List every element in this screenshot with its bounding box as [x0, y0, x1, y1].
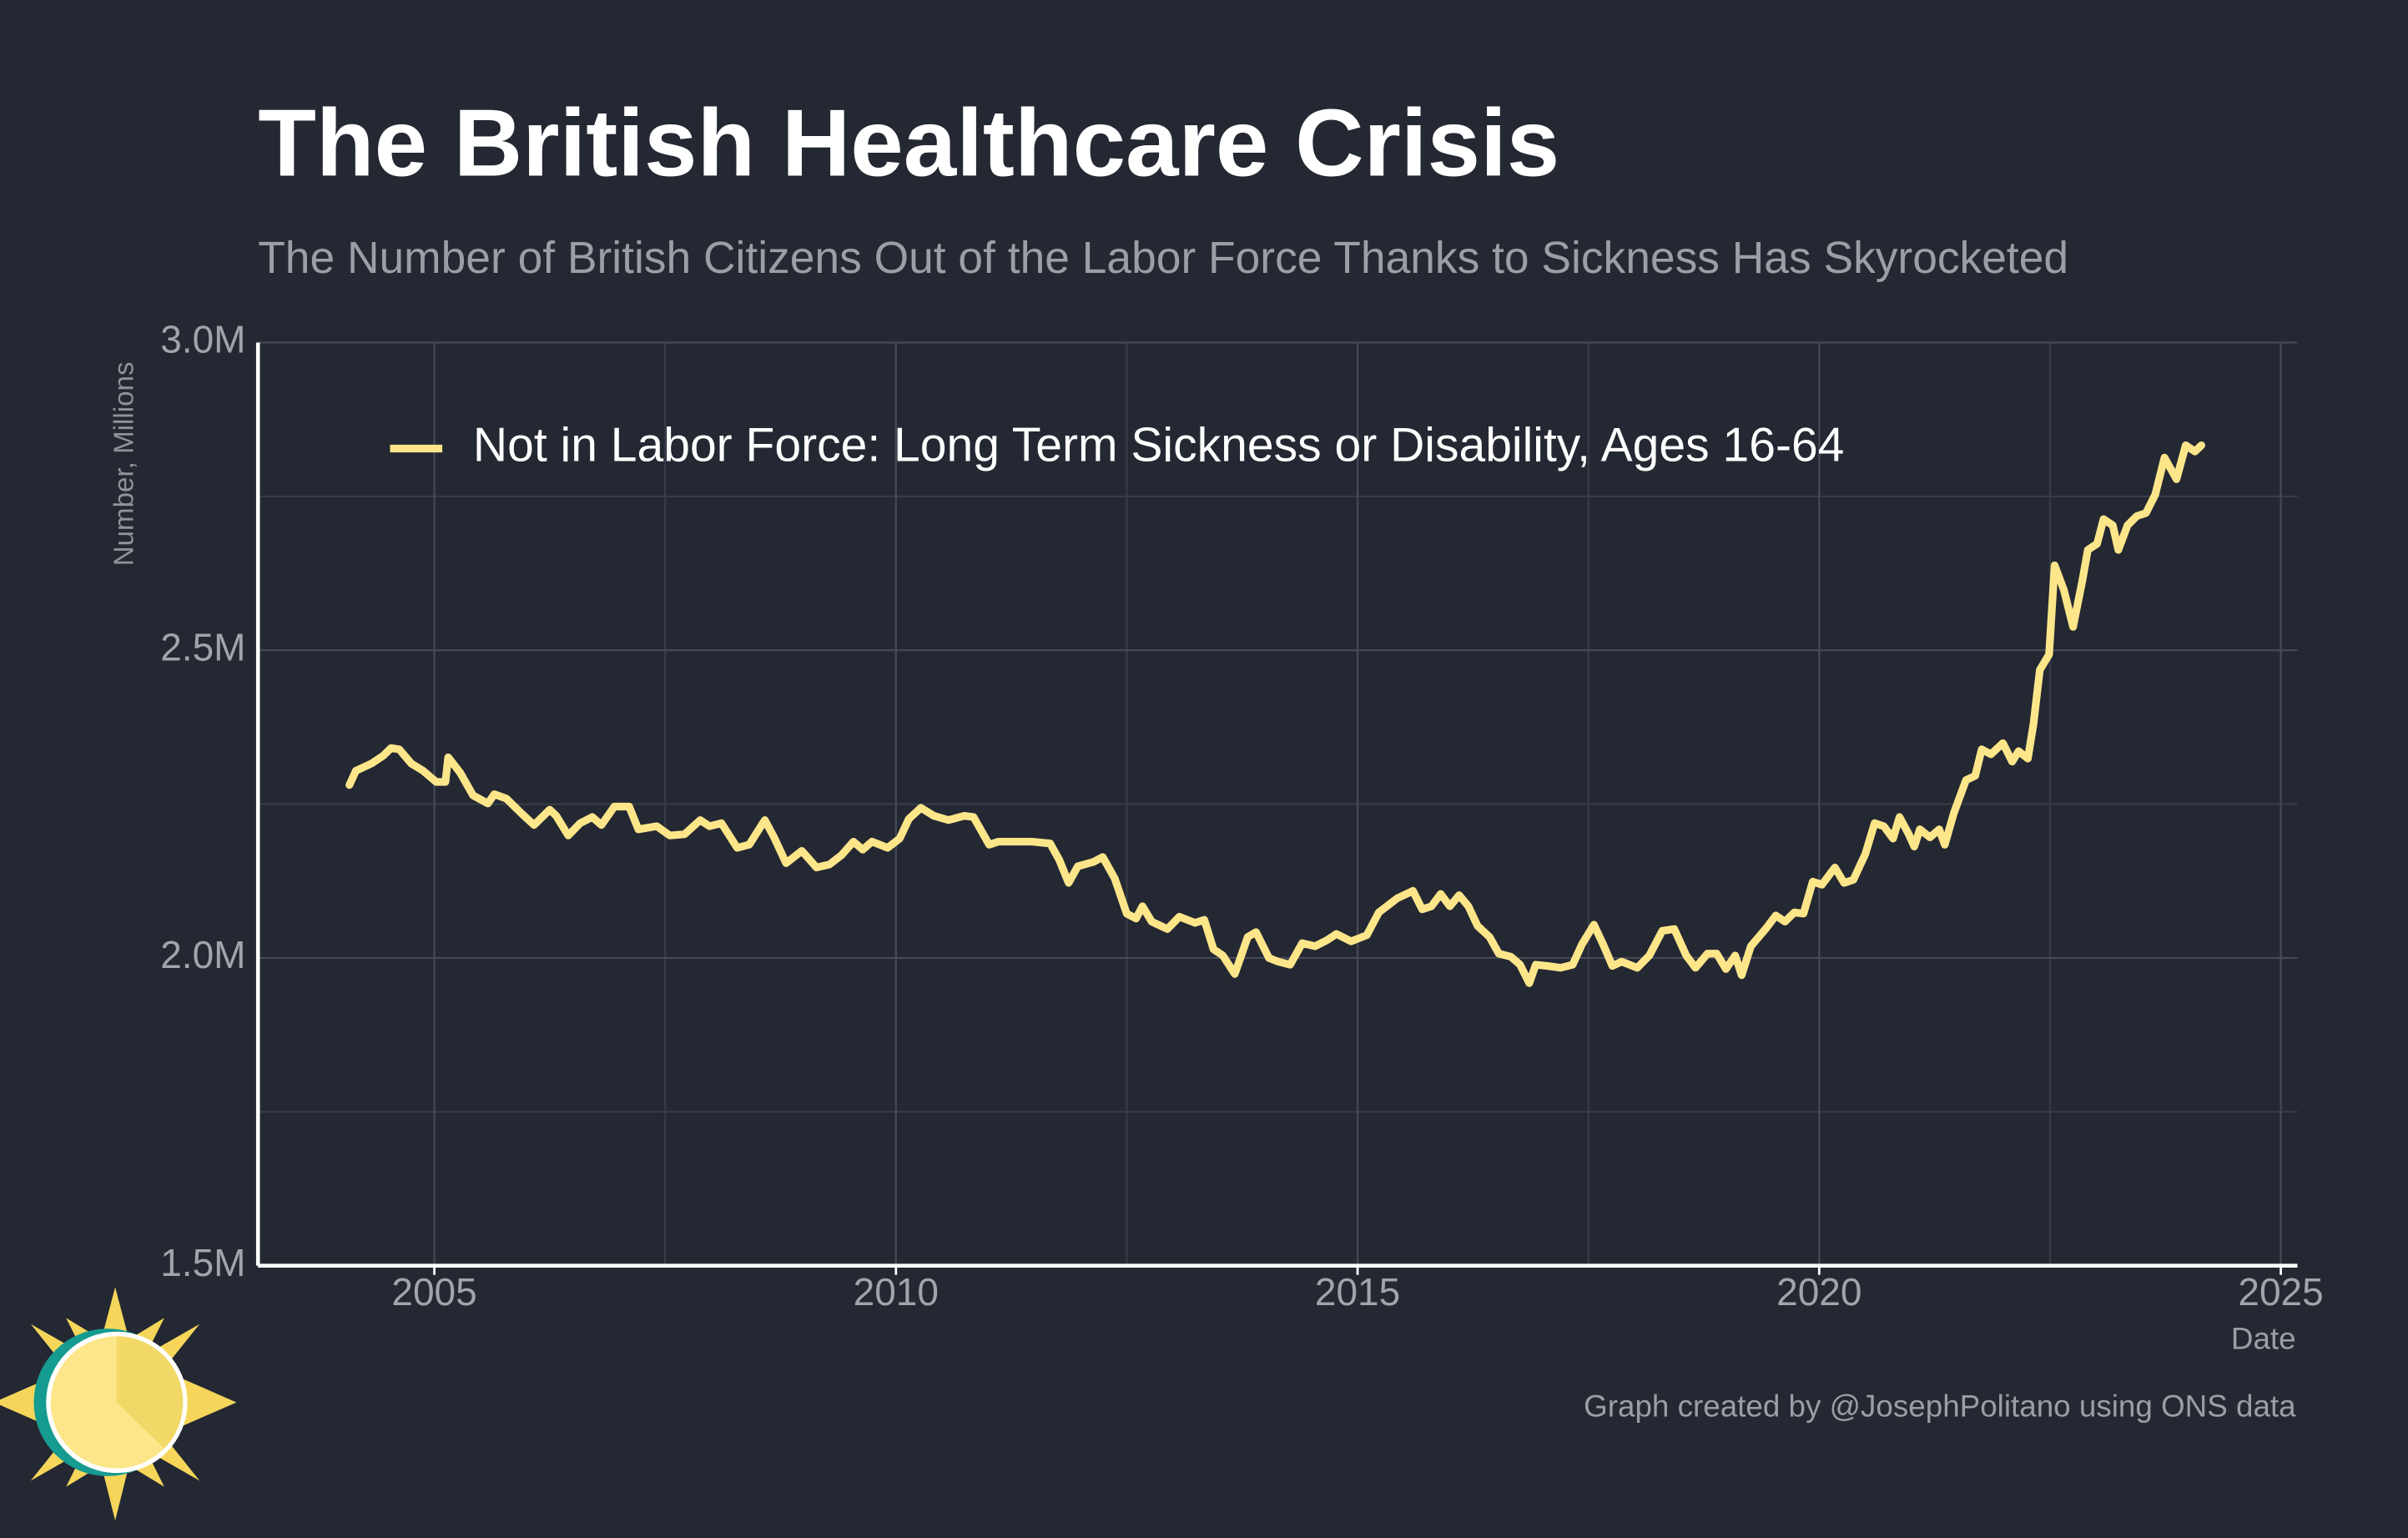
chart-subtitle: The Number of British Citizens Out of th… [258, 234, 2068, 283]
y-tick-label: 3.0M [160, 318, 245, 361]
y-tick-label: 1.5M [160, 1241, 245, 1284]
y-axis-label: Number, Millions [109, 361, 140, 566]
y-tick-label: 2.0M [160, 933, 245, 976]
x-tick-label: 2015 [1315, 1270, 1400, 1314]
logo [0, 1287, 237, 1521]
legend-label: Not in Labor Force: Long Term Sickness o… [473, 419, 1845, 472]
x-axis-label: Date [2231, 1322, 2296, 1356]
x-tick-label: 2025 [2238, 1270, 2323, 1314]
plot: 1.5M 2.0M 2.5M 3.0M 2005 2010 2015 2020 2025 Not … [160, 318, 2324, 1314]
y-tick-label: 2.5M [160, 625, 245, 668]
x-tick-label: 2005 [391, 1270, 476, 1314]
credit: Graph created by @JosephPolitano using O… [1584, 1389, 2296, 1424]
chart-title: The British Healthcare Crisis [258, 91, 1559, 197]
logo-slice [116, 1336, 184, 1449]
x-tick-label: 2020 [1776, 1270, 1861, 1314]
series-line [345, 441, 2206, 987]
x-tick-label: 2010 [854, 1270, 939, 1314]
